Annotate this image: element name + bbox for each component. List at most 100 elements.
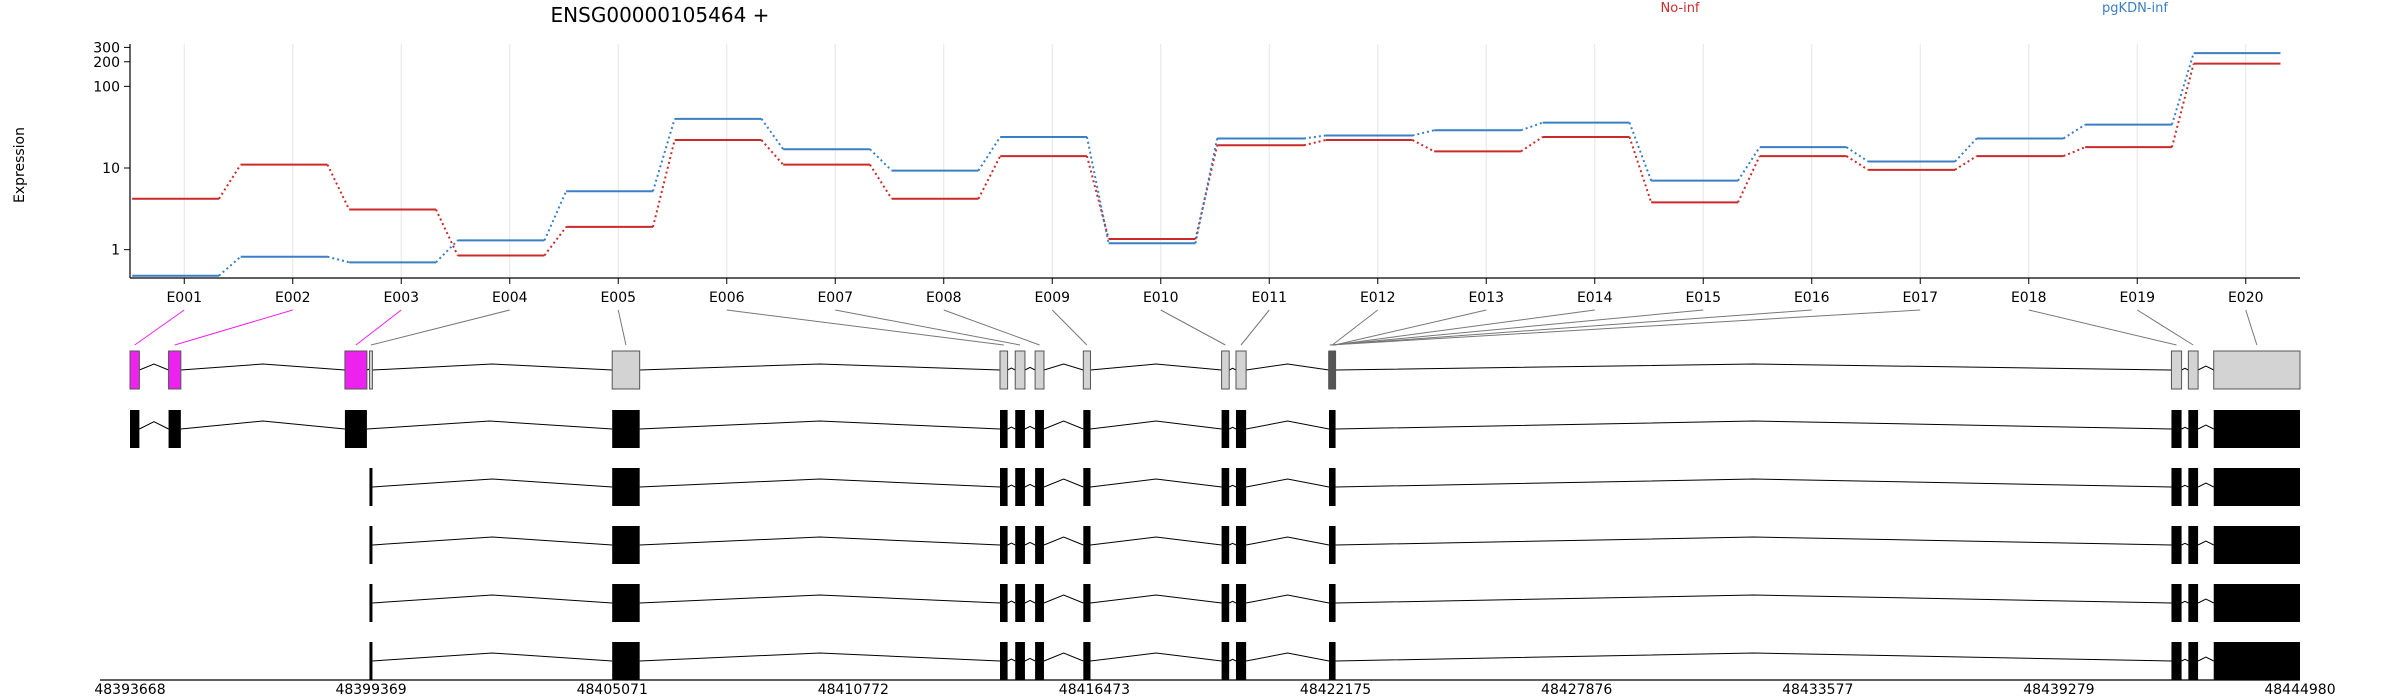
data-connector [652, 118, 676, 192]
transcript-exon [1015, 584, 1025, 622]
intron-line [1007, 367, 1016, 371]
intron-line [1090, 478, 1222, 488]
intron-line [1043, 478, 1084, 488]
intron-line [1228, 426, 1237, 430]
intron-line [1228, 484, 1237, 488]
y-tick-label: 10 [102, 161, 120, 177]
data-connector [218, 255, 242, 277]
genomic-coordinate-label: 48433577 [1782, 682, 1853, 698]
intron-line [1090, 363, 1222, 371]
thin-exon-bin [1328, 351, 1330, 389]
intron-line [1246, 363, 1330, 371]
x-tick-label: E013 [1468, 290, 1504, 306]
data-connector [977, 155, 1002, 200]
exon-block [1235, 350, 1247, 390]
intron-line [1024, 425, 1036, 430]
x-tick-label: E015 [1685, 290, 1721, 306]
intron-line [1090, 652, 1222, 662]
intron-line [2197, 482, 2214, 488]
transcript-exon [2188, 410, 2199, 448]
exon-connector [1331, 309, 1379, 346]
transcript-exon [1035, 642, 1044, 680]
exon-connector [1334, 309, 1487, 346]
data-connector [1737, 146, 1761, 182]
transcript-exon [1035, 410, 1044, 448]
transcript-exon [1221, 410, 1230, 448]
transcript-exon [1235, 410, 1247, 448]
transcript-exon [1083, 410, 1091, 448]
transcript-exon [2188, 526, 2199, 564]
transcript-exon [2213, 584, 2300, 622]
x-tick-label: E018 [2011, 290, 2047, 306]
intron-line [1228, 600, 1237, 604]
data-connector [1085, 136, 1110, 244]
transcript-exon [2171, 526, 2182, 564]
data-connector [1954, 137, 1978, 163]
exon-connector [1160, 309, 1226, 346]
intron-line [639, 594, 1001, 604]
intron-line [639, 536, 1001, 546]
y-tick-label: 1 [111, 243, 120, 259]
intron-line [180, 420, 345, 430]
transcript-exon [2188, 468, 2199, 506]
intron-line [1246, 652, 1330, 662]
intron-line [139, 363, 169, 371]
transcript-exon [1235, 642, 1247, 680]
exon-block [168, 350, 182, 390]
intron-line [366, 420, 613, 430]
intron-line [372, 363, 613, 371]
exon-block [1221, 350, 1230, 390]
exon-connector [943, 309, 1040, 346]
data-connector [327, 255, 350, 264]
intron-line [2197, 598, 2214, 604]
intron-line [1007, 600, 1016, 604]
transcript-exon [2188, 584, 2199, 622]
x-tick-label: E005 [600, 290, 636, 306]
transcript-exon [999, 410, 1008, 448]
intron-line [1335, 536, 2172, 546]
x-tick-label: E019 [2119, 290, 2155, 306]
intron-line [1246, 420, 1330, 430]
legend-no-inf: No-inf [1660, 1, 1699, 16]
exon-block [1034, 350, 1045, 390]
transcript-exon [1329, 526, 1336, 564]
intron-line [1228, 542, 1237, 546]
transcript-exon [1015, 642, 1025, 680]
exon-block [1082, 350, 1091, 390]
transcript-exon [1015, 410, 1025, 448]
data-connector [1520, 136, 1544, 153]
gene-model: 48393668 48399369 48405071 48410772 48416473… [94, 309, 2336, 698]
transcript-exon [2213, 642, 2300, 680]
intron-line [372, 478, 613, 488]
x-tick-label: E001 [166, 290, 202, 306]
data-connector [760, 139, 784, 166]
x-tick-label: E002 [275, 290, 311, 306]
x-tick-label: E020 [2228, 290, 2264, 306]
thin-exon-bin [1334, 351, 1337, 389]
genomic-coordinate-label: 48422175 [1300, 682, 1371, 698]
transcript-exon [612, 642, 640, 680]
transcript-exon [1035, 584, 1044, 622]
x-tick-label: E003 [383, 290, 419, 306]
intron-line [1090, 420, 1222, 430]
transcript-exon [2213, 410, 2300, 448]
intron-line [2197, 656, 2214, 662]
genomic-coordinate-label: 48399369 [335, 682, 406, 698]
data-connector [1845, 155, 1869, 171]
data-connector [869, 164, 893, 200]
data-connector [1194, 145, 1219, 240]
intron-line [2181, 600, 2189, 604]
transcript-exon [369, 468, 373, 506]
intron-line [139, 421, 169, 430]
transcript-exon [612, 410, 640, 448]
data-connector [1194, 138, 1219, 244]
transcript-exon [2188, 642, 2199, 680]
y-tick-label: 300 [93, 40, 120, 56]
data-connector [435, 239, 459, 264]
transcript-exon [1329, 410, 1336, 448]
x-tick-label: E017 [1902, 290, 1938, 306]
data-connector [543, 190, 568, 241]
intron-line [1007, 542, 1016, 546]
exon-connector [1330, 309, 1812, 346]
transcript-exon [1083, 526, 1091, 564]
